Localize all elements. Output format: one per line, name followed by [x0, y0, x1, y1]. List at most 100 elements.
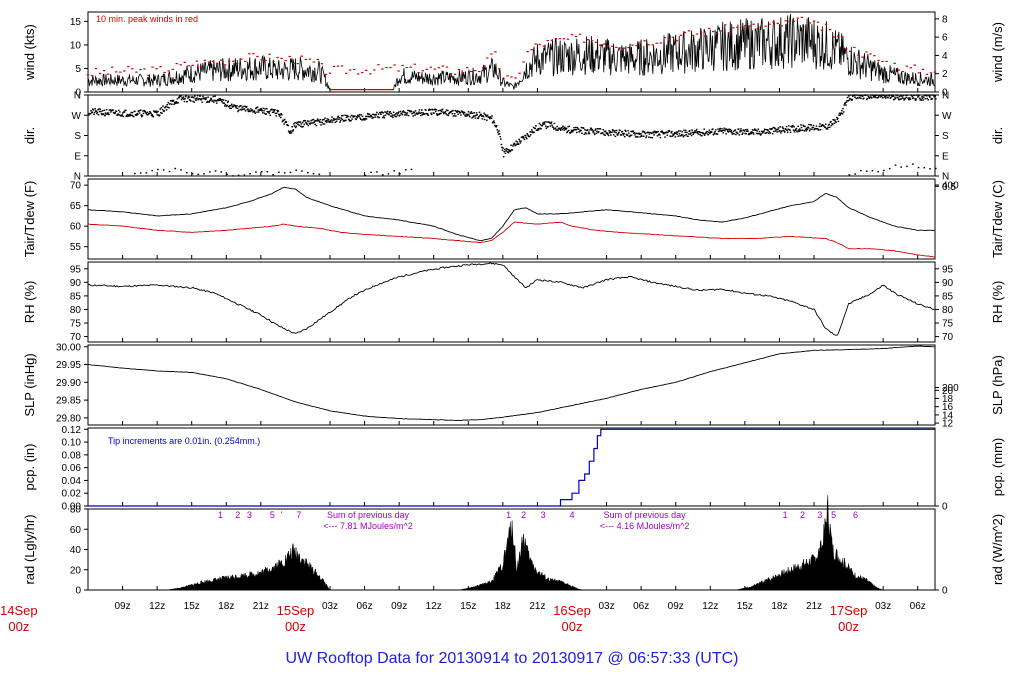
rad-tick-label-right: 0: [942, 586, 948, 597]
dir-point: [802, 124, 805, 126]
dir-point: [649, 136, 652, 139]
dir-point: [284, 121, 287, 124]
dir-point: [882, 97, 884, 99]
dir-point: [349, 116, 352, 118]
dir-point: [639, 136, 641, 138]
dir-point: [624, 129, 626, 131]
dir-point: [456, 110, 459, 112]
dir-point: [184, 98, 186, 100]
dir-point: [739, 130, 742, 132]
dir-point: [254, 112, 257, 114]
dir-point: [716, 133, 719, 135]
dir-point: [543, 121, 545, 124]
wind-frame: [87, 11, 936, 93]
dir-point: [332, 119, 334, 121]
dir-point: [894, 97, 897, 100]
dir-point: [833, 119, 835, 121]
dir-point: [897, 94, 899, 96]
dir-point: [824, 123, 827, 125]
dir-point: [314, 123, 316, 125]
rad-hour-marker: 3: [247, 510, 252, 520]
dir-point: [391, 115, 393, 118]
dir-point: [708, 129, 711, 131]
dir-point: [524, 134, 527, 137]
dir-point: [435, 109, 437, 111]
dir-point: [776, 131, 779, 133]
dir-point: [732, 130, 735, 132]
dir-point: [926, 94, 929, 96]
dir-point: [266, 171, 269, 173]
dir-point: [331, 116, 333, 118]
dir-point: [205, 98, 207, 101]
dir-point: [237, 109, 240, 111]
dir-point: [516, 141, 519, 143]
dir-point: [922, 96, 925, 98]
dir-point: [116, 114, 119, 116]
dir-point: [663, 132, 666, 135]
dir-point: [877, 171, 879, 173]
dir-point: [433, 112, 435, 114]
dir-point: [370, 171, 372, 174]
dir-point: [535, 125, 537, 127]
dir-point: [473, 112, 476, 114]
dir-point: [420, 112, 423, 114]
pcp-annotation: Tip increments are 0.01in. (0.254mm.): [108, 436, 260, 446]
rad-hour-marker: 2: [800, 510, 805, 520]
dir-point: [438, 113, 440, 116]
dir-point: [281, 120, 284, 123]
dir-point: [184, 96, 187, 98]
dir-point: [725, 133, 727, 135]
dir-point: [96, 111, 99, 113]
dir-point: [378, 116, 380, 119]
dir-point: [239, 108, 242, 111]
dir-point: [676, 133, 678, 135]
dir-point: [828, 123, 830, 126]
dir-point: [411, 112, 414, 114]
dir-point: [615, 129, 618, 132]
dir-point: [583, 133, 586, 135]
dir-point: [818, 129, 820, 131]
dir-point: [105, 108, 108, 111]
dir-point: [728, 130, 731, 132]
dir-point: [434, 110, 437, 113]
dir-point: [145, 172, 148, 174]
dir-point: [122, 115, 125, 118]
dir-point: [279, 114, 281, 116]
dir-point: [368, 113, 371, 115]
dir-point: [636, 132, 639, 135]
dir-point: [510, 144, 512, 146]
dir-point: [460, 114, 462, 116]
dir-point: [307, 172, 309, 174]
dir-point: [386, 112, 389, 115]
dir-point: [139, 172, 142, 174]
dir-point: [321, 119, 324, 121]
dir-point: [804, 128, 807, 130]
dir-point: [903, 99, 905, 101]
dir-point: [873, 94, 876, 96]
dir-point: [297, 123, 299, 126]
dir-point: [260, 171, 263, 173]
dir-point: [766, 131, 768, 134]
dir-point: [683, 134, 686, 137]
dir-point: [226, 173, 228, 175]
dir-point: [89, 113, 92, 115]
slp-tick-label-left: 29.90: [56, 378, 81, 389]
dir-point: [593, 133, 596, 136]
time-tick-label: 09z: [391, 601, 407, 612]
dir-point: [890, 96, 892, 99]
dir-point: [465, 113, 467, 115]
dir-point: [496, 129, 499, 131]
wind-tick-label-right: 0: [942, 88, 948, 99]
dir-point: [584, 129, 586, 131]
dir-point: [662, 133, 665, 135]
slp-tick-label-left: 29.80: [56, 413, 81, 424]
dir-point: [290, 132, 293, 134]
time-tick-label: 06z: [357, 601, 373, 612]
dir-point: [920, 98, 922, 101]
dir-point: [389, 111, 391, 113]
dir-point: [871, 170, 874, 172]
dir-point: [232, 175, 234, 177]
dir-point: [866, 98, 868, 100]
dir-point: [649, 131, 651, 134]
dir-point: [707, 134, 709, 136]
